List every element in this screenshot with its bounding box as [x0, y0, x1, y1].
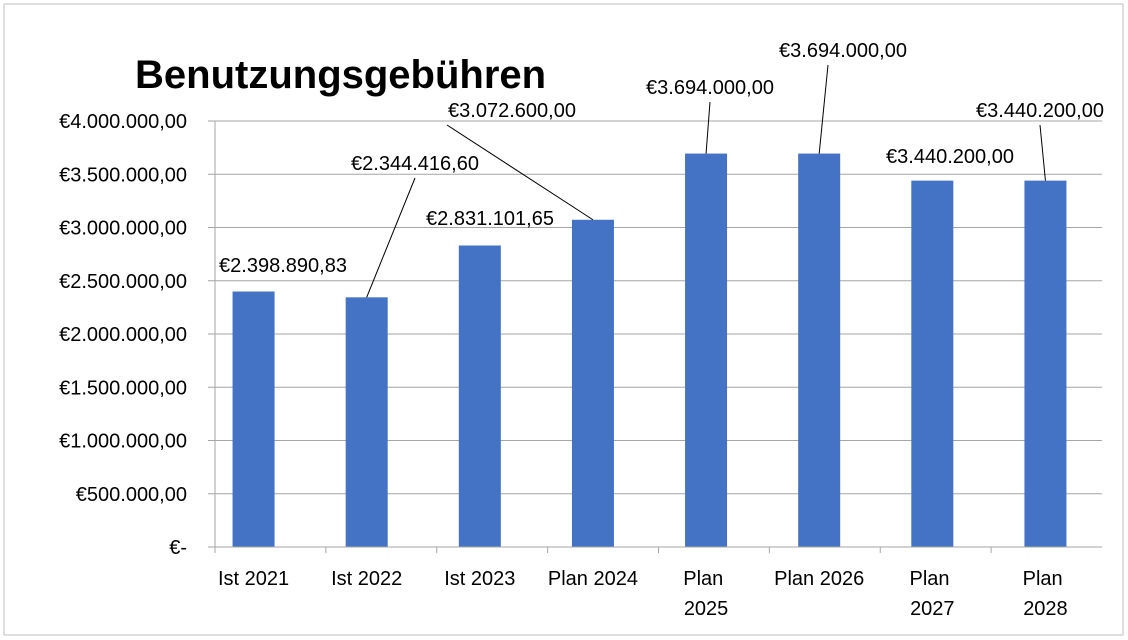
y-tick-label: €3.000.000,00 [59, 218, 187, 240]
y-tick-label: €2.000.000,00 [59, 324, 187, 346]
bar [571, 219, 614, 547]
data-label: €3.440.200,00 [976, 100, 1104, 122]
data-label: €3.694.000,00 [646, 77, 774, 99]
data-label: €2.831.101,65 [426, 208, 554, 230]
leader-line [818, 64, 829, 154]
bar [685, 153, 728, 548]
data-label: €3.440.200,00 [886, 146, 1014, 168]
data-label: €2.398.890,83 [219, 255, 347, 277]
bar [798, 153, 841, 548]
x-tick-label: Plan 2026 [774, 568, 864, 590]
y-tick-label: €2.500.000,00 [59, 271, 187, 293]
x-tick-label: Ist 2021 [218, 568, 289, 590]
data-label: €3.072.600,00 [448, 100, 576, 122]
leader-line [1039, 124, 1046, 181]
bar [458, 245, 501, 547]
x-tick-label: Ist 2023 [444, 568, 515, 590]
x-tick-label: Ist 2022 [331, 568, 402, 590]
bar [232, 291, 275, 547]
leader-line [705, 101, 711, 154]
bar [1024, 180, 1067, 547]
leader-line [366, 177, 416, 298]
bar [345, 297, 388, 547]
x-tick-label: Plan 2024 [548, 568, 638, 590]
y-tick-label: €3.500.000,00 [59, 164, 187, 186]
y-tick-label: €4.000.000,00 [59, 111, 187, 133]
data-label: €3.694.000,00 [779, 40, 907, 62]
x-tick-label: Plan 2025 [683, 568, 729, 620]
chart-title: Benutzungsgebühren [135, 53, 546, 97]
x-tick-label: Plan 2027 [910, 568, 956, 620]
y-tick-label: €1.500.000,00 [59, 377, 187, 399]
y-tick-label: €500.000,00 [76, 484, 187, 506]
y-tick-label: €1.000.000,00 [59, 431, 187, 453]
x-tick-label: Plan 2028 [1023, 568, 1069, 620]
data-label: €2.344.416,60 [351, 153, 479, 175]
y-tick-label: €- [169, 537, 187, 559]
bar [911, 180, 954, 547]
leader-line [446, 124, 594, 221]
